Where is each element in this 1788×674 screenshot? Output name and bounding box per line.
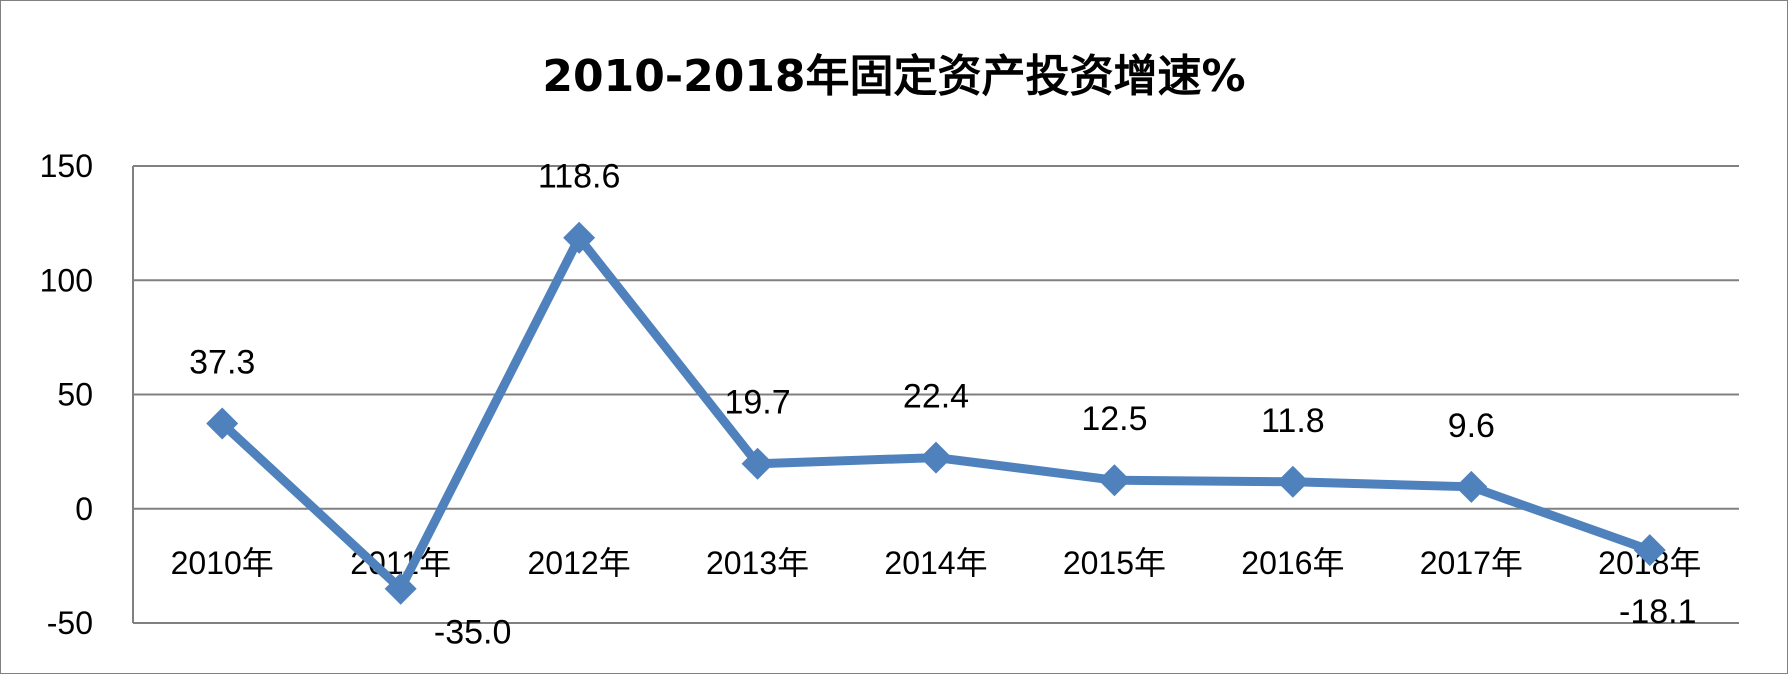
data-label: 11.8 (1261, 402, 1325, 440)
data-label: -35.0 (434, 614, 512, 652)
x-category-label: 2014年 (884, 545, 987, 581)
x-category-label: 2010年 (171, 545, 274, 581)
y-axis-tick-labels: -50 0 50 100 150 (40, 148, 93, 641)
y-tick-label: -50 (47, 605, 93, 641)
data-label: -18.1 (1619, 593, 1697, 631)
gridlines (133, 165, 1739, 624)
data-label: 12.5 (1081, 400, 1147, 438)
data-label: 118.6 (538, 158, 621, 196)
data-label: 22.4 (903, 378, 969, 416)
x-category-label: 2017年 (1420, 545, 1523, 581)
y-tick-label: 0 (75, 491, 93, 527)
x-category-label: 2015年 (1063, 545, 1166, 581)
data-label: 37.3 (189, 344, 255, 382)
x-category-label: 2013年 (706, 545, 809, 581)
chart-title: 2010-2018年固定资产投资增速% (542, 51, 1245, 102)
series-markers (206, 221, 1666, 605)
data-point-marker (384, 572, 417, 605)
x-category-label: 2016年 (1241, 545, 1344, 581)
x-axis-category-labels: 2010年 2011年 2012年 2013年 2014年 2015年 2016年 2017年… (171, 545, 1702, 581)
data-point-marker (1633, 534, 1666, 567)
data-point-marker (1276, 465, 1309, 498)
data-point-marker (1455, 470, 1488, 503)
y-tick-label: 150 (40, 148, 93, 184)
x-category-label: 2012年 (528, 545, 631, 581)
y-tick-label: 50 (57, 377, 93, 413)
data-label: 19.7 (724, 384, 790, 422)
data-point-marker (920, 441, 952, 474)
data-label: 9.6 (1448, 407, 1495, 445)
data-point-marker (206, 407, 239, 440)
y-tick-label: 100 (40, 262, 93, 298)
data-point-marker (1098, 464, 1131, 497)
data-labels: 37.3 -35.0 118.6 19.7 22.4 12.5 11.8 9.6 -18.1 (189, 158, 1696, 652)
data-point-marker (741, 447, 774, 480)
data-point-marker (563, 221, 596, 254)
